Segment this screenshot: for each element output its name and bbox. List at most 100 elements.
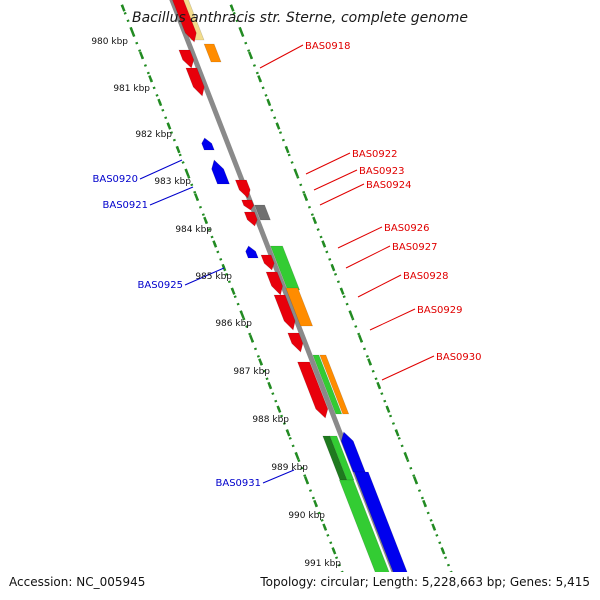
scale-label-986: 986 kbp	[215, 319, 252, 329]
scale-label-991: 991 kbp	[304, 559, 341, 569]
genome-title: Bacillus anthracis str. Sterne, complete…	[132, 10, 468, 26]
gene-label-BAS0918[interactable]: BAS0918	[305, 41, 351, 52]
gene-feature-orange	[319, 354, 350, 415]
leader-line	[337, 226, 383, 249]
tick-mark	[229, 4, 235, 12]
gene-label-BAS0926[interactable]: BAS0926	[384, 223, 430, 234]
gene-feature-red	[287, 332, 304, 353]
tick-mark	[166, 122, 172, 130]
tick-mark	[120, 4, 126, 12]
gene-feature-orange	[203, 43, 222, 63]
gene-feature-red	[260, 254, 275, 271]
tick-mark	[412, 476, 418, 484]
leader-line	[139, 159, 183, 180]
scale-label-981: 981 kbp	[113, 84, 150, 94]
leader-line	[305, 152, 351, 175]
gene-feature-red	[172, 0, 197, 43]
tick-mark	[330, 263, 336, 272]
tick-mark	[284, 145, 290, 154]
gene-feature-orange	[285, 287, 314, 327]
tick-mark	[440, 547, 446, 555]
tick-mark	[148, 75, 154, 83]
leader-line	[313, 169, 358, 191]
tick-mark	[267, 381, 273, 390]
gene-label-BAS0921[interactable]: BAS0921	[103, 200, 149, 211]
tick-mark	[322, 523, 328, 531]
tick-mark	[276, 405, 282, 413]
tick-mark	[248, 51, 253, 59]
leader-line	[319, 183, 365, 206]
scale-label-983: 983 kbp	[154, 177, 191, 187]
tick-mark	[139, 51, 144, 59]
leader-line	[184, 267, 225, 286]
tick-mark	[285, 429, 291, 437]
tick-mark	[221, 263, 227, 272]
leader-line	[369, 308, 416, 331]
tick-mark	[184, 169, 190, 177]
gene-feature-red	[297, 361, 329, 419]
leader-line	[149, 186, 194, 206]
tick-mark	[385, 405, 391, 413]
gene-label-BAS0925[interactable]: BAS0925	[138, 280, 184, 291]
gene-feature-red	[234, 179, 251, 199]
gene-label-BAS0922[interactable]: BAS0922	[352, 149, 398, 160]
tick-mark	[212, 240, 218, 248]
gene-feature-blue	[245, 245, 259, 259]
gene-feature-red	[243, 211, 258, 227]
gene-label-BAS0927[interactable]: BAS0927	[392, 242, 438, 253]
tick-mark	[312, 216, 318, 225]
gene-feature-red	[265, 271, 283, 296]
tick-mark	[431, 523, 437, 531]
dotted-guide-1	[227, 0, 464, 600]
gene-label-BAS0924[interactable]: BAS0924	[366, 180, 412, 191]
tick-mark	[357, 334, 363, 343]
scale-label-985: 985 kbp	[195, 272, 232, 282]
tick-mark	[302, 193, 308, 201]
tick-mark	[339, 287, 345, 295]
scale-label-980: 980 kbp	[91, 37, 128, 47]
tick-mark	[313, 499, 318, 508]
gene-feature-blue	[211, 159, 230, 185]
tick-mark	[239, 311, 245, 319]
tick-mark	[238, 27, 244, 36]
gene-label-BAS0923[interactable]: BAS0923	[359, 166, 405, 177]
tick-mark	[294, 452, 300, 461]
scale-label-990: 990 kbp	[288, 511, 325, 521]
tick-mark	[367, 358, 373, 366]
tick-mark	[348, 311, 354, 319]
gene-label-BAS0920[interactable]: BAS0920	[93, 174, 139, 185]
gene-features	[172, 0, 419, 600]
scale-label-982: 982 kbp	[135, 130, 172, 140]
tick-mark	[203, 216, 209, 225]
tick-mark	[293, 169, 299, 177]
tick-mark	[422, 499, 427, 508]
tick-mark	[331, 547, 337, 555]
gene-feature-blue	[201, 137, 215, 151]
tick-mark	[275, 122, 281, 130]
tick-mark	[394, 429, 400, 437]
gene-label-BAS0931[interactable]: BAS0931	[216, 478, 262, 489]
gene-feature-blue	[353, 471, 419, 600]
tick-mark	[129, 27, 135, 36]
leader-line	[259, 44, 304, 69]
scale-label-989: 989 kbp	[271, 463, 308, 473]
gene-feature-red	[241, 199, 255, 211]
gene-label-BAS0930[interactable]: BAS0930	[436, 352, 482, 363]
tick-mark	[303, 476, 309, 484]
scale-label-984: 984 kbp	[175, 225, 212, 235]
gene-feature-green	[338, 479, 401, 600]
dotted-guide-0	[118, 0, 355, 600]
tick-mark	[376, 381, 382, 390]
gene-label-BAS0929[interactable]: BAS0929	[417, 305, 463, 316]
tick-mark	[403, 452, 409, 461]
gene-feature-red	[178, 49, 195, 69]
gene-feature-red	[273, 294, 296, 331]
gene-label-BAS0928[interactable]: BAS0928	[403, 271, 449, 282]
genome-summary-text: Topology: circular; Length: 5,228,663 bp…	[259, 575, 590, 589]
gene-feature-green	[312, 354, 343, 415]
label-leaders	[139, 44, 435, 484]
scale-label-988: 988 kbp	[252, 415, 289, 425]
footer-bar	[0, 572, 600, 600]
gene-feature-green	[329, 435, 355, 481]
